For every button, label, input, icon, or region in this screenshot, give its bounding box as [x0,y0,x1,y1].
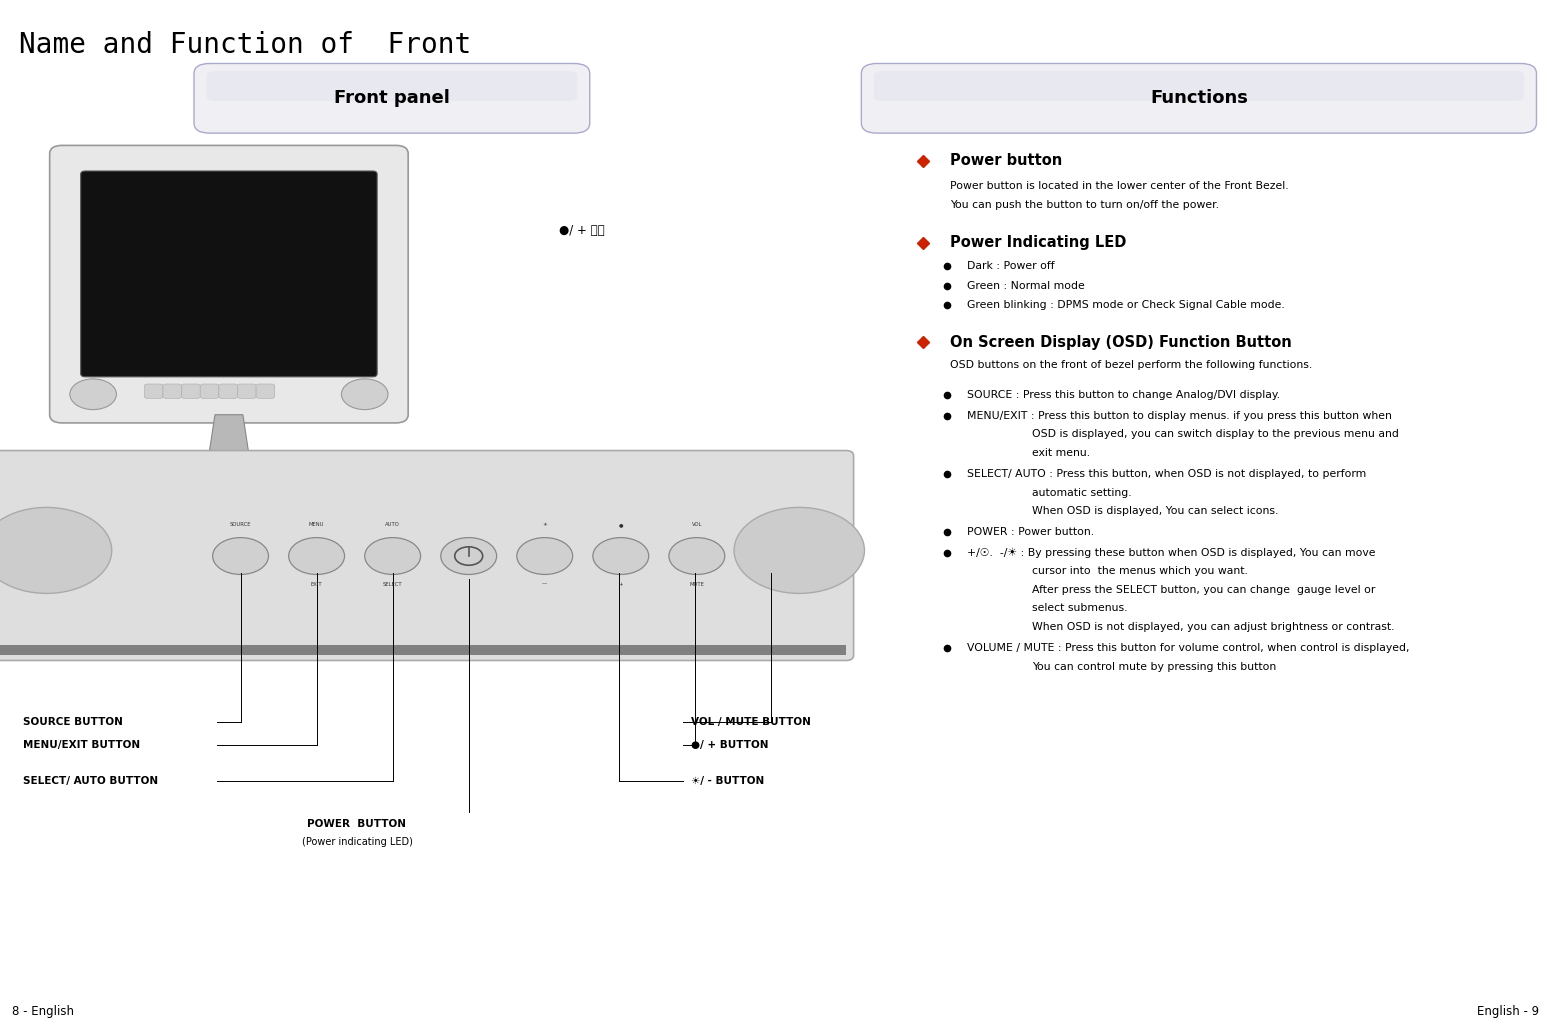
FancyBboxPatch shape [219,384,237,398]
Text: ●/ + 버튼: ●/ + 버튼 [559,224,604,237]
Text: Green blinking : DPMS mode or Check Signal Cable mode.: Green blinking : DPMS mode or Check Sign… [967,300,1285,310]
Text: SOURCE BUTTON: SOURCE BUTTON [23,717,123,727]
FancyBboxPatch shape [163,384,182,398]
Text: select submenus.: select submenus. [1032,603,1128,613]
Text: ☀: ☀ [542,522,548,527]
FancyBboxPatch shape [874,71,1524,101]
Circle shape [365,538,421,574]
Text: ☀/ - BUTTON: ☀/ - BUTTON [691,776,764,786]
Circle shape [734,507,864,593]
Bar [0,645,846,655]
Text: MENU: MENU [309,522,324,527]
Text: AUTO: AUTO [385,522,400,527]
Text: MENU/EXIT : Press this button to display menus. if you press this button when: MENU/EXIT : Press this button to display… [967,411,1392,421]
FancyBboxPatch shape [206,71,577,101]
Text: EXIT: EXIT [310,582,323,587]
Text: SOURCE: SOURCE [230,522,251,527]
Text: exit menu.: exit menu. [1032,447,1090,458]
Text: +: + [619,582,622,587]
Text: You can push the button to turn on/off the power.: You can push the button to turn on/off t… [950,200,1218,210]
FancyBboxPatch shape [182,384,200,398]
Text: Dark : Power off: Dark : Power off [967,261,1054,271]
Text: SELECT/ AUTO BUTTON: SELECT/ AUTO BUTTON [23,776,158,786]
Text: VOLUME / MUTE : Press this button for volume control, when control is displayed,: VOLUME / MUTE : Press this button for vo… [967,643,1409,653]
Circle shape [593,538,649,574]
FancyBboxPatch shape [0,451,854,660]
Text: You can control mute by pressing this button: You can control mute by pressing this bu… [1032,662,1276,672]
Circle shape [441,538,497,574]
Text: When OSD is displayed, You can select icons.: When OSD is displayed, You can select ic… [1032,506,1279,516]
Text: Power button is located in the lower center of the Front Bezel.: Power button is located in the lower cen… [950,181,1288,191]
Text: —: — [542,582,548,587]
FancyBboxPatch shape [50,145,408,423]
Text: Name and Function of  Front: Name and Function of Front [19,31,470,58]
Text: Power Indicating LED: Power Indicating LED [950,236,1127,250]
Text: cursor into  the menus which you want.: cursor into the menus which you want. [1032,566,1248,577]
Text: Front panel: Front panel [334,89,450,108]
Text: POWER : Power button.: POWER : Power button. [967,527,1094,538]
Text: OSD buttons on the front of bezel perform the following functions.: OSD buttons on the front of bezel perfor… [950,359,1311,370]
Polygon shape [205,415,251,476]
Text: SELECT: SELECT [383,582,402,587]
FancyBboxPatch shape [256,384,275,398]
Text: SELECT/ AUTO : Press this button, when OSD is not displayed, to perform: SELECT/ AUTO : Press this button, when O… [967,469,1366,479]
Circle shape [0,507,112,593]
Text: ●/ + BUTTON: ●/ + BUTTON [691,740,768,751]
Text: MUTE: MUTE [689,582,705,587]
Text: English - 9: English - 9 [1478,1006,1540,1018]
Text: (Power indicating LED): (Power indicating LED) [301,837,413,847]
Text: Power button: Power button [950,154,1062,168]
Text: +/☉.  -/☀ : By pressing these button when OSD is displayed, You can move: +/☉. -/☀ : By pressing these button when… [967,548,1375,558]
Text: automatic setting.: automatic setting. [1032,487,1131,498]
Text: Green : Normal mode: Green : Normal mode [967,281,1085,291]
FancyBboxPatch shape [81,171,377,377]
Circle shape [517,538,573,574]
Text: After press the SELECT button, you can change  gauge level or: After press the SELECT button, you can c… [1032,585,1375,595]
Circle shape [669,538,725,574]
FancyBboxPatch shape [194,63,590,133]
Text: VOL: VOL [692,522,702,527]
Circle shape [70,379,116,410]
Text: On Screen Display (OSD) Function Button: On Screen Display (OSD) Function Button [950,335,1291,349]
Circle shape [341,379,388,410]
Text: POWER  BUTTON: POWER BUTTON [307,819,407,829]
Text: ●: ● [619,522,622,527]
FancyBboxPatch shape [133,470,323,505]
FancyBboxPatch shape [237,384,256,398]
Text: When OSD is not displayed, you can adjust brightness or contrast.: When OSD is not displayed, you can adjus… [1032,622,1395,632]
Text: MENU/EXIT BUTTON: MENU/EXIT BUTTON [23,740,140,751]
FancyBboxPatch shape [200,384,219,398]
FancyBboxPatch shape [144,384,163,398]
Text: SOURCE : Press this button to change Analog/DVI display.: SOURCE : Press this button to change Ana… [967,390,1280,400]
Circle shape [213,538,268,574]
Text: Functions: Functions [1150,89,1248,108]
Circle shape [289,538,345,574]
Text: VOL / MUTE BUTTON: VOL / MUTE BUTTON [691,717,810,727]
Text: OSD is displayed, you can switch display to the previous menu and: OSD is displayed, you can switch display… [1032,429,1398,439]
Text: 8 - English: 8 - English [12,1006,74,1018]
FancyBboxPatch shape [861,63,1536,133]
